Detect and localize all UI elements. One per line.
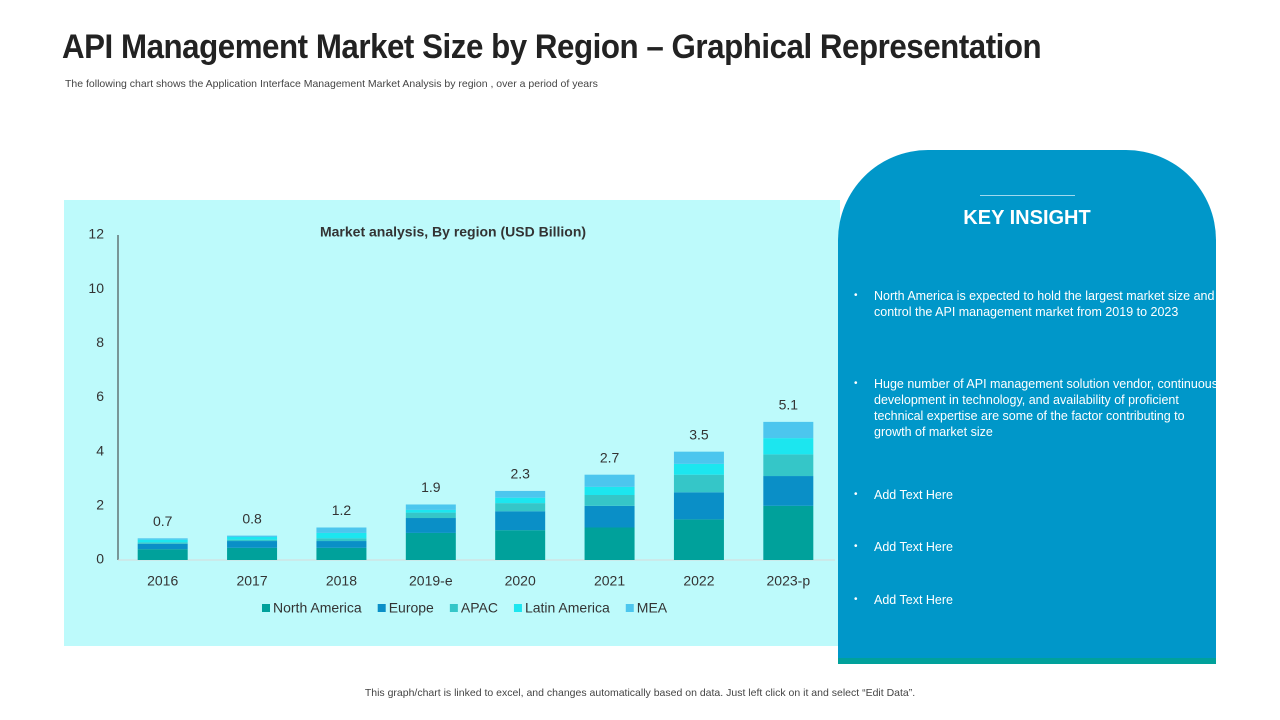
bar-segment bbox=[405, 532, 456, 560]
footer-note: This graph/chart is linked to excel, and… bbox=[364, 687, 916, 699]
bar-segment bbox=[584, 505, 635, 528]
bar-segment bbox=[137, 543, 188, 550]
bar-segment bbox=[227, 535, 278, 537]
bar-segment bbox=[763, 438, 814, 455]
bar-segment bbox=[673, 519, 724, 560]
total-label: 2.3 bbox=[510, 466, 530, 482]
y-tick-label: 2 bbox=[96, 497, 104, 513]
x-tick-label: 2021 bbox=[594, 573, 625, 589]
total-label: 5.1 bbox=[779, 397, 799, 413]
bar-segment bbox=[227, 541, 278, 548]
y-tick-label: 12 bbox=[88, 226, 104, 242]
bullet: Huge number of API management solution v… bbox=[854, 376, 1219, 440]
bullet: Add Text Here bbox=[854, 539, 1219, 555]
bar-segment bbox=[316, 541, 367, 548]
bar-segment bbox=[316, 547, 367, 560]
bar-segment bbox=[227, 547, 278, 560]
bar-segment bbox=[316, 532, 367, 539]
bar-segment bbox=[495, 490, 546, 498]
bar-segment bbox=[137, 538, 188, 540]
bar-segment bbox=[584, 527, 635, 560]
bar-segment bbox=[584, 495, 635, 506]
insight-panel: KEY INSIGHT North America is expected to… bbox=[838, 150, 1219, 664]
total-label: 1.9 bbox=[421, 479, 441, 495]
bar-segment bbox=[405, 509, 456, 513]
subtitle: The following chart shows the Applicatio… bbox=[65, 78, 598, 90]
x-tick-label: 2020 bbox=[505, 573, 536, 589]
y-tick-label: 10 bbox=[88, 280, 104, 296]
x-tick-label: 2023-p bbox=[767, 573, 811, 589]
total-label: 3.5 bbox=[689, 426, 709, 442]
total-label: 0.7 bbox=[153, 513, 173, 529]
insight-title: KEY INSIGHT bbox=[963, 207, 1091, 229]
bar-segment bbox=[495, 497, 546, 504]
bullet: North America is expected to hold the la… bbox=[854, 288, 1219, 320]
title: API Management Market Size by Region – G… bbox=[62, 28, 1042, 66]
bullet: Add Text Here bbox=[854, 487, 1219, 503]
y-tick-label: 4 bbox=[96, 442, 104, 458]
legend-swatch bbox=[625, 604, 634, 612]
bar-segment bbox=[763, 505, 814, 560]
chart-area bbox=[64, 200, 840, 646]
x-tick-label: 2022 bbox=[683, 573, 714, 589]
bar-segment bbox=[316, 538, 367, 542]
legend-swatch bbox=[449, 604, 458, 612]
x-tick-label: 2016 bbox=[147, 573, 178, 589]
chart-title: Market analysis, By region (USD Billion) bbox=[320, 224, 586, 240]
total-label: 1.2 bbox=[332, 502, 352, 518]
legend-swatch bbox=[513, 604, 522, 612]
bar-segment bbox=[495, 503, 546, 512]
bar-segment bbox=[495, 530, 546, 560]
bar-segment bbox=[227, 536, 278, 540]
bar-segment bbox=[137, 542, 188, 544]
bar-segment bbox=[763, 421, 814, 439]
bar-segment bbox=[584, 474, 635, 487]
y-tick-label: 8 bbox=[96, 334, 104, 350]
bar-segment bbox=[405, 512, 456, 519]
bar-segment bbox=[137, 549, 188, 560]
total-label: 2.7 bbox=[600, 449, 620, 465]
divider bbox=[980, 195, 1075, 196]
bar-segment bbox=[405, 518, 456, 533]
legend-label: Europe bbox=[389, 600, 434, 616]
y-tick-label: 0 bbox=[96, 551, 104, 567]
legend-label: Latin America bbox=[525, 600, 610, 616]
bar-segment bbox=[763, 454, 814, 477]
legend-label: MEA bbox=[637, 600, 668, 616]
legend-label: APAC bbox=[461, 600, 498, 616]
bar-segment bbox=[763, 476, 814, 506]
bar-segment bbox=[405, 504, 456, 510]
legend-label: North America bbox=[273, 600, 362, 616]
y-tick-label: 6 bbox=[96, 388, 104, 404]
bar-segment bbox=[673, 451, 724, 464]
bar-segment bbox=[495, 511, 546, 531]
legend-swatch bbox=[262, 604, 270, 612]
bar-segment bbox=[316, 527, 367, 533]
x-tick-label: 2017 bbox=[236, 573, 267, 589]
total-label: 0.8 bbox=[242, 510, 262, 526]
x-tick-label: 2018 bbox=[326, 573, 357, 589]
bar-segment bbox=[673, 492, 724, 520]
legend-swatch bbox=[377, 604, 386, 612]
bar-segment bbox=[137, 539, 188, 543]
bar-segment bbox=[227, 539, 278, 542]
bar-segment bbox=[673, 474, 724, 493]
bar-segment bbox=[673, 463, 724, 475]
x-tick-label: 2019-e bbox=[409, 573, 453, 589]
bullet: Add Text Here bbox=[854, 592, 1219, 608]
bar-segment bbox=[584, 486, 635, 495]
